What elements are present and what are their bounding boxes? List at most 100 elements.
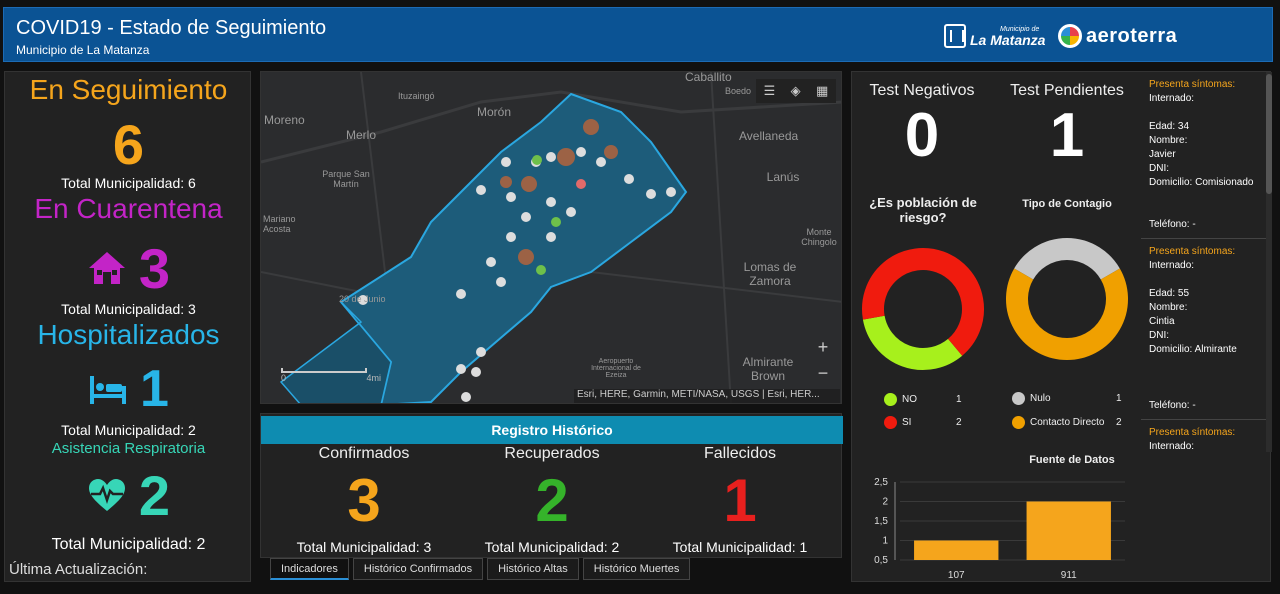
contagio-legend-nulo: Nulo 1 <box>1012 392 1127 405</box>
map-label: Moreno <box>264 113 305 127</box>
entry-internado: Internado: <box>1149 441 1195 452</box>
hospitalizados-total: Total Municipalidad: 2 <box>61 422 196 438</box>
map-canvas <box>261 72 841 403</box>
header: COVID19 - Estado de Seguimiento Municipi… <box>3 7 1273 62</box>
tab-historico-altas[interactable]: Histórico Altas <box>487 558 579 580</box>
map-toolbar: ☰ ◈ ▦ <box>756 79 836 103</box>
entry-sintomas: Presenta síntomas: <box>1149 427 1236 438</box>
scale-end: 4mi <box>366 373 381 383</box>
tests-panel: Test Negativos 0 Test Pendientes 1 ¿Es p… <box>851 71 1272 582</box>
contagio-donut-chart <box>1006 238 1128 360</box>
map-label: Avellaneda <box>739 129 799 143</box>
y-tick-label: 1,5 <box>874 516 888 527</box>
legend-label: NO <box>902 394 917 405</box>
legend-count: 1 <box>956 394 962 405</box>
tab-historico-muertes[interactable]: Histórico Muertes <box>582 558 691 580</box>
tab-historico-confirmados[interactable]: Histórico Confirmados <box>352 558 484 580</box>
map-label: Morón <box>477 105 512 119</box>
cases-map[interactable]: Caballito Boedo Ituzaingó Morón Moreno M… <box>260 71 842 404</box>
map-label: Monte Chingolo <box>801 227 837 247</box>
donut-slice-no[interactable] <box>862 315 963 370</box>
historic-label: Confirmados <box>318 445 410 462</box>
scrollbar-thumb[interactable] <box>1266 74 1272 194</box>
donut-slice-nulo[interactable] <box>1014 238 1120 280</box>
contagio-title: Tipo de Contagio <box>1022 198 1112 210</box>
legend-label: Contacto Directo <box>1030 417 1105 428</box>
heartbeat-icon <box>88 479 125 511</box>
test-negativos: Test Negativos 0 <box>852 82 992 168</box>
entry-nombre: Nombre: <box>1149 302 1188 313</box>
zoom-control: + − <box>810 336 836 384</box>
entry-telefono: Teléfono: - <box>1149 219 1196 230</box>
map-label: Aeropuerto Internacional de Ezeiza <box>591 358 641 379</box>
fuente-bar-chart: 2,5 2 1,5 1 0,5 107 911 <box>874 477 1125 581</box>
entry-nombre: Nombre: <box>1149 135 1188 146</box>
entry-internado: Internado: <box>1149 93 1195 104</box>
entry-dni: DNI: <box>1149 163 1169 174</box>
test-pendientes-label: Test Pendientes <box>1010 82 1124 99</box>
historic-confirmados: Confirmados 3 Total Municipalidad: 3 <box>267 445 461 555</box>
riesgo-donut-chart <box>862 248 984 370</box>
y-tick-label: 0,5 <box>874 555 888 566</box>
scale-start: 0 <box>281 373 287 383</box>
test-pendientes: Test Pendientes 1 <box>997 82 1137 168</box>
legend-label: Nulo <box>1030 393 1051 404</box>
cases-list[interactable]: Presenta síntomas: Internado: Edad: 34 N… <box>1141 72 1266 452</box>
map-label: 20 de Junio <box>339 294 386 304</box>
map-label: Caballito <box>685 71 732 84</box>
map-label: Mariano Acosta <box>263 214 296 234</box>
y-tick-label: 1 <box>882 536 888 547</box>
donut-slice-si[interactable] <box>862 248 984 356</box>
historic-value: 1 <box>723 467 757 534</box>
bar-911[interactable] <box>1026 501 1111 561</box>
cases-list-scrollbar[interactable] <box>1266 72 1272 452</box>
layers-icon[interactable]: ◈ <box>790 83 801 98</box>
entry-sintomas: Presenta síntomas: <box>1149 79 1236 90</box>
zoom-in-button[interactable]: + <box>817 337 829 357</box>
entry-edad: Edad: 34 <box>1149 121 1190 132</box>
riesgo-legend-si: SI 2 <box>884 416 962 429</box>
logo-municipio-small: Municipio de <box>1000 25 1040 33</box>
tab-indicadores[interactable]: Indicadores <box>270 558 349 580</box>
house-icon <box>88 252 125 284</box>
map-label: Parque San Martín <box>322 169 370 189</box>
legend-list-icon[interactable]: ☰ <box>763 83 776 98</box>
bar-107[interactable] <box>914 540 999 561</box>
y-tick-label: 2,5 <box>874 477 888 488</box>
page-title: COVID19 - Estado de Seguimiento <box>16 17 327 39</box>
legend-dot <box>884 416 897 429</box>
legend-dot <box>1012 392 1025 405</box>
historic-panel: Registro Histórico Confirmados 3 Total M… <box>260 413 843 558</box>
zoom-out-button[interactable]: − <box>817 363 829 383</box>
entry-domicilio: Domicilio: Almirante <box>1149 344 1237 355</box>
list-item[interactable]: Presenta síntomas: Internado: Edad: 34 N… <box>1141 72 1266 239</box>
historic-recuperados: Recuperados 2 Total Municipalidad: 2 <box>455 445 649 555</box>
historic-label: Recuperados <box>504 445 600 462</box>
seguimiento-title: En Seguimiento <box>29 74 228 105</box>
list-item[interactable]: Presenta síntomas: Internado: Edad: 55 N… <box>1141 239 1266 420</box>
historic-label: Fallecidos <box>703 445 777 462</box>
legend-count: 2 <box>1116 417 1122 428</box>
entry-nombre-value: Cintia <box>1149 316 1175 327</box>
entry-dni: DNI: <box>1149 330 1169 341</box>
test-negativos-label: Test Negativos <box>869 82 975 99</box>
entry-edad: Edad: 55 <box>1149 288 1190 299</box>
qr-code-icon[interactable]: ▦ <box>816 83 829 98</box>
riesgo-question: ¿Es población de riesgo? <box>869 195 977 225</box>
entry-nombre-value: Javier <box>1149 149 1176 160</box>
logo-municipio-big: La Matanza <box>970 31 1046 48</box>
test-pendientes-value: 1 <box>1049 101 1085 170</box>
map-attribution[interactable]: Esri, HERE, Garmin, METI/NASA, USGS | Es… <box>574 389 840 403</box>
municipio-logo: Municipio de La Matanza <box>944 22 1045 50</box>
aeroterra-logo-text: aeroterra <box>1086 24 1178 47</box>
entry-telefono: Teléfono: - <box>1149 400 1196 411</box>
fuente-title: Fuente de Datos <box>1029 454 1115 466</box>
legend-count: 2 <box>956 417 962 428</box>
donut-slice-contacto-directo[interactable] <box>1006 268 1128 360</box>
tab-bar: Indicadores Histórico Confirmados Histór… <box>270 558 691 580</box>
hospitalizados-value: 1 <box>140 360 169 418</box>
test-negativos-value: 0 <box>904 101 940 170</box>
hospital-bed-icon <box>90 376 127 404</box>
list-item[interactable]: Presenta síntomas: Internado: <box>1141 420 1266 452</box>
